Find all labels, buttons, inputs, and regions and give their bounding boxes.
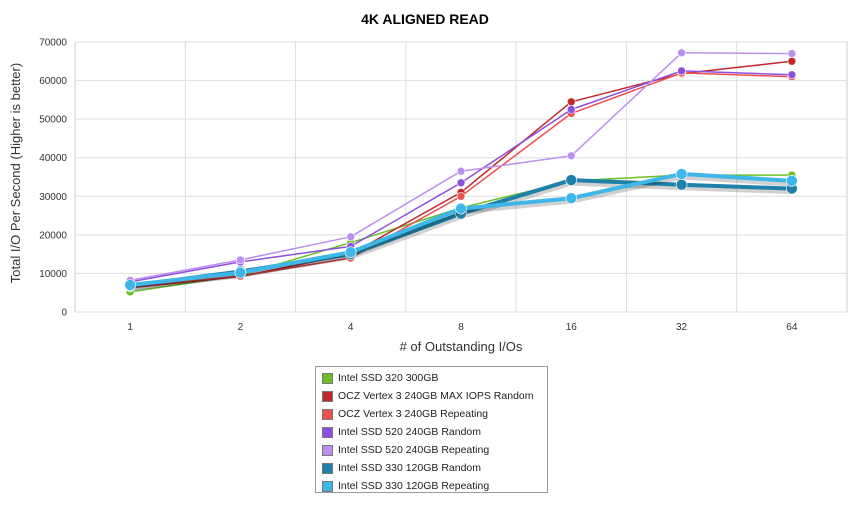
data-point xyxy=(675,168,688,180)
legend: Intel SSD 320 300GB OCZ Vertex 3 240GB MA… xyxy=(315,366,548,493)
y-tick-label: 30000 xyxy=(39,192,67,203)
data-point xyxy=(565,192,578,205)
data-point xyxy=(675,178,688,191)
legend-swatch xyxy=(322,462,333,474)
x-axis-label: # of Outstanding I/Os xyxy=(400,339,523,354)
data-point xyxy=(455,202,467,215)
legend-swatch xyxy=(322,372,333,384)
data-point xyxy=(346,232,356,242)
legend-label: Intel SSD 520 240GB Random xyxy=(338,426,482,438)
y-tick-label: 10000 xyxy=(39,269,67,280)
data-point xyxy=(124,279,136,291)
y-tick-label: 40000 xyxy=(39,153,67,164)
y-axis-label: Total I/O Per Second (Higher is better) xyxy=(8,63,23,283)
data-point xyxy=(456,166,466,176)
legend-swatch xyxy=(322,408,333,420)
legend-item: OCZ Vertex 3 240GB Repeating xyxy=(322,405,541,423)
series-4 xyxy=(125,48,797,285)
data-point xyxy=(236,255,245,265)
legend-swatch xyxy=(322,480,333,492)
chart-title: 4K ALIGNED READ xyxy=(361,11,489,27)
data-point xyxy=(565,174,578,186)
legend-item: Intel SSD 520 240GB Repeating xyxy=(322,441,541,459)
legend-swatch xyxy=(322,426,333,438)
data-point xyxy=(566,105,576,114)
y-tick-label: 60000 xyxy=(39,76,67,87)
x-tick-label: 16 xyxy=(566,322,578,333)
legend-item: Intel SSD 320 300GB xyxy=(322,369,541,387)
data-point xyxy=(677,48,686,58)
legend-label: Intel SSD 330 120GB Random xyxy=(338,462,482,474)
legend-item: Intel SSD 330 120GB Random xyxy=(322,459,541,477)
legend-item: Intel SSD 520 240GB Random xyxy=(322,423,541,441)
legend-item: Intel SSD 330 120GB Repeating xyxy=(322,477,541,495)
legend-label: Intel SSD 520 240GB Repeating xyxy=(338,444,490,456)
data-point xyxy=(566,97,576,107)
x-tick-label: 4 xyxy=(348,322,354,333)
legend-label: OCZ Vertex 3 240GB MAX IOPS Random xyxy=(338,390,534,402)
data-point xyxy=(566,151,576,161)
data-point xyxy=(234,266,247,279)
legend-item: OCZ Vertex 3 240GB MAX IOPS Random xyxy=(322,387,541,405)
data-point xyxy=(787,56,797,66)
x-tick-label: 32 xyxy=(676,322,688,333)
x-tick-label: 8 xyxy=(458,322,464,333)
y-tick-label: 20000 xyxy=(39,230,67,241)
data-point xyxy=(677,66,686,76)
legend-swatch xyxy=(322,444,333,456)
x-tick-label: 2 xyxy=(238,322,244,333)
data-point xyxy=(456,191,466,201)
series-6 xyxy=(124,168,798,291)
y-tick-label: 70000 xyxy=(39,38,67,49)
legend-swatch xyxy=(322,390,333,402)
x-tick-label: 1 xyxy=(127,322,133,333)
data-point xyxy=(344,246,357,259)
data-point xyxy=(786,175,798,187)
y-tick-label: 50000 xyxy=(39,115,67,126)
legend-label: Intel SSD 330 120GB Repeating xyxy=(338,480,490,492)
data-point xyxy=(456,178,466,188)
legend-label: OCZ Vertex 3 240GB Repeating xyxy=(338,408,488,420)
y-tick-label: 0 xyxy=(61,308,67,319)
legend-label: Intel SSD 320 300GB xyxy=(338,372,439,384)
data-point xyxy=(787,49,797,58)
data-point xyxy=(787,70,797,80)
x-tick-label: 64 xyxy=(786,322,798,333)
